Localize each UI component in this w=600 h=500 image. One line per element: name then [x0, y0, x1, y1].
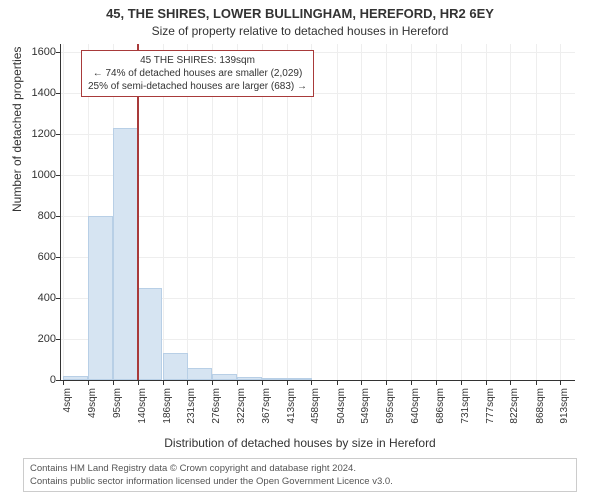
y-tick-label: 1600: [16, 46, 56, 58]
x-tick-label: 504sqm: [336, 388, 347, 438]
gridline-vertical: [560, 44, 561, 380]
gridline-vertical: [361, 44, 362, 380]
y-tick: [56, 134, 61, 135]
x-tick-label: 822sqm: [509, 388, 520, 438]
x-tick: [212, 380, 213, 385]
y-tick-label: 200: [16, 333, 56, 345]
x-tick-label: 549sqm: [360, 388, 371, 438]
histogram-bar: [287, 378, 312, 380]
plot-area: 45 THE SHIRES: 139sqm ← 74% of detached …: [60, 44, 575, 381]
x-tick: [510, 380, 511, 385]
x-tick: [262, 380, 263, 385]
title-address: 45, THE SHIRES, LOWER BULLINGHAM, HEREFO…: [0, 6, 600, 21]
y-tick-label: 1000: [16, 169, 56, 181]
y-tick-label: 1200: [16, 128, 56, 140]
title-subtitle: Size of property relative to detached ho…: [0, 24, 600, 38]
x-tick: [536, 380, 537, 385]
y-tick: [56, 93, 61, 94]
x-tick-label: 276sqm: [211, 388, 222, 438]
x-tick-label: 777sqm: [485, 388, 496, 438]
gridline-vertical: [436, 44, 437, 380]
y-tick: [56, 380, 61, 381]
x-tick-label: 49sqm: [87, 388, 98, 438]
y-tick-label: 400: [16, 292, 56, 304]
x-tick: [411, 380, 412, 385]
y-tick-label: 600: [16, 251, 56, 263]
histogram-bar: [237, 377, 262, 380]
x-tick-label: 868sqm: [535, 388, 546, 438]
y-tick: [56, 175, 61, 176]
x-tick-label: 686sqm: [435, 388, 446, 438]
y-tick: [56, 298, 61, 299]
annotation-line1: 45 THE SHIRES: 139sqm: [88, 54, 307, 67]
y-tick-label: 800: [16, 210, 56, 222]
x-tick-label: 322sqm: [236, 388, 247, 438]
annotation-box: 45 THE SHIRES: 139sqm ← 74% of detached …: [81, 50, 314, 97]
footer-attribution: Contains HM Land Registry data © Crown c…: [23, 458, 577, 492]
x-tick-label: 731sqm: [460, 388, 471, 438]
x-tick: [386, 380, 387, 385]
histogram-bar: [88, 216, 113, 380]
gridline-vertical: [536, 44, 537, 380]
gridline-vertical: [510, 44, 511, 380]
x-tick: [486, 380, 487, 385]
histogram-bar: [262, 378, 287, 380]
gridline-vertical: [411, 44, 412, 380]
x-tick-label: 913sqm: [559, 388, 570, 438]
x-tick-label: 4sqm: [62, 388, 73, 438]
x-axis-label: Distribution of detached houses by size …: [0, 436, 600, 450]
x-tick: [113, 380, 114, 385]
gridline-vertical: [63, 44, 64, 380]
gridline-vertical: [386, 44, 387, 380]
x-tick: [560, 380, 561, 385]
y-tick-label: 1400: [16, 87, 56, 99]
histogram-bar: [212, 374, 237, 380]
y-tick: [56, 257, 61, 258]
histogram-bar: [163, 353, 188, 380]
x-tick: [436, 380, 437, 385]
x-tick-label: 367sqm: [261, 388, 272, 438]
x-tick-label: 640sqm: [410, 388, 421, 438]
x-tick: [311, 380, 312, 385]
x-tick: [187, 380, 188, 385]
annotation-line3: 25% of semi-detached houses are larger (…: [88, 80, 307, 93]
x-tick-label: 413sqm: [286, 388, 297, 438]
gridline-vertical: [486, 44, 487, 380]
x-tick: [361, 380, 362, 385]
gridline-vertical: [337, 44, 338, 380]
histogram-bar: [187, 368, 212, 380]
x-tick: [237, 380, 238, 385]
footer-line2: Contains public sector information licen…: [30, 475, 570, 488]
x-tick-label: 595sqm: [385, 388, 396, 438]
x-tick-label: 186sqm: [162, 388, 173, 438]
annotation-line2: ← 74% of detached houses are smaller (2,…: [88, 67, 307, 80]
histogram-bar: [63, 376, 88, 380]
chart-container: 45, THE SHIRES, LOWER BULLINGHAM, HEREFO…: [0, 0, 600, 500]
x-tick: [337, 380, 338, 385]
histogram-bar: [138, 288, 163, 380]
y-tick-label: 0: [16, 374, 56, 386]
x-tick: [163, 380, 164, 385]
gridline-vertical: [461, 44, 462, 380]
x-tick-label: 140sqm: [137, 388, 148, 438]
x-tick: [287, 380, 288, 385]
x-tick-label: 458sqm: [310, 388, 321, 438]
x-tick-label: 95sqm: [112, 388, 123, 438]
histogram-bar: [113, 128, 138, 380]
x-tick: [138, 380, 139, 385]
x-tick: [63, 380, 64, 385]
y-tick: [56, 216, 61, 217]
y-tick: [56, 52, 61, 53]
x-tick: [461, 380, 462, 385]
x-tick: [88, 380, 89, 385]
footer-line1: Contains HM Land Registry data © Crown c…: [30, 462, 570, 475]
y-tick: [56, 339, 61, 340]
x-tick-label: 231sqm: [186, 388, 197, 438]
